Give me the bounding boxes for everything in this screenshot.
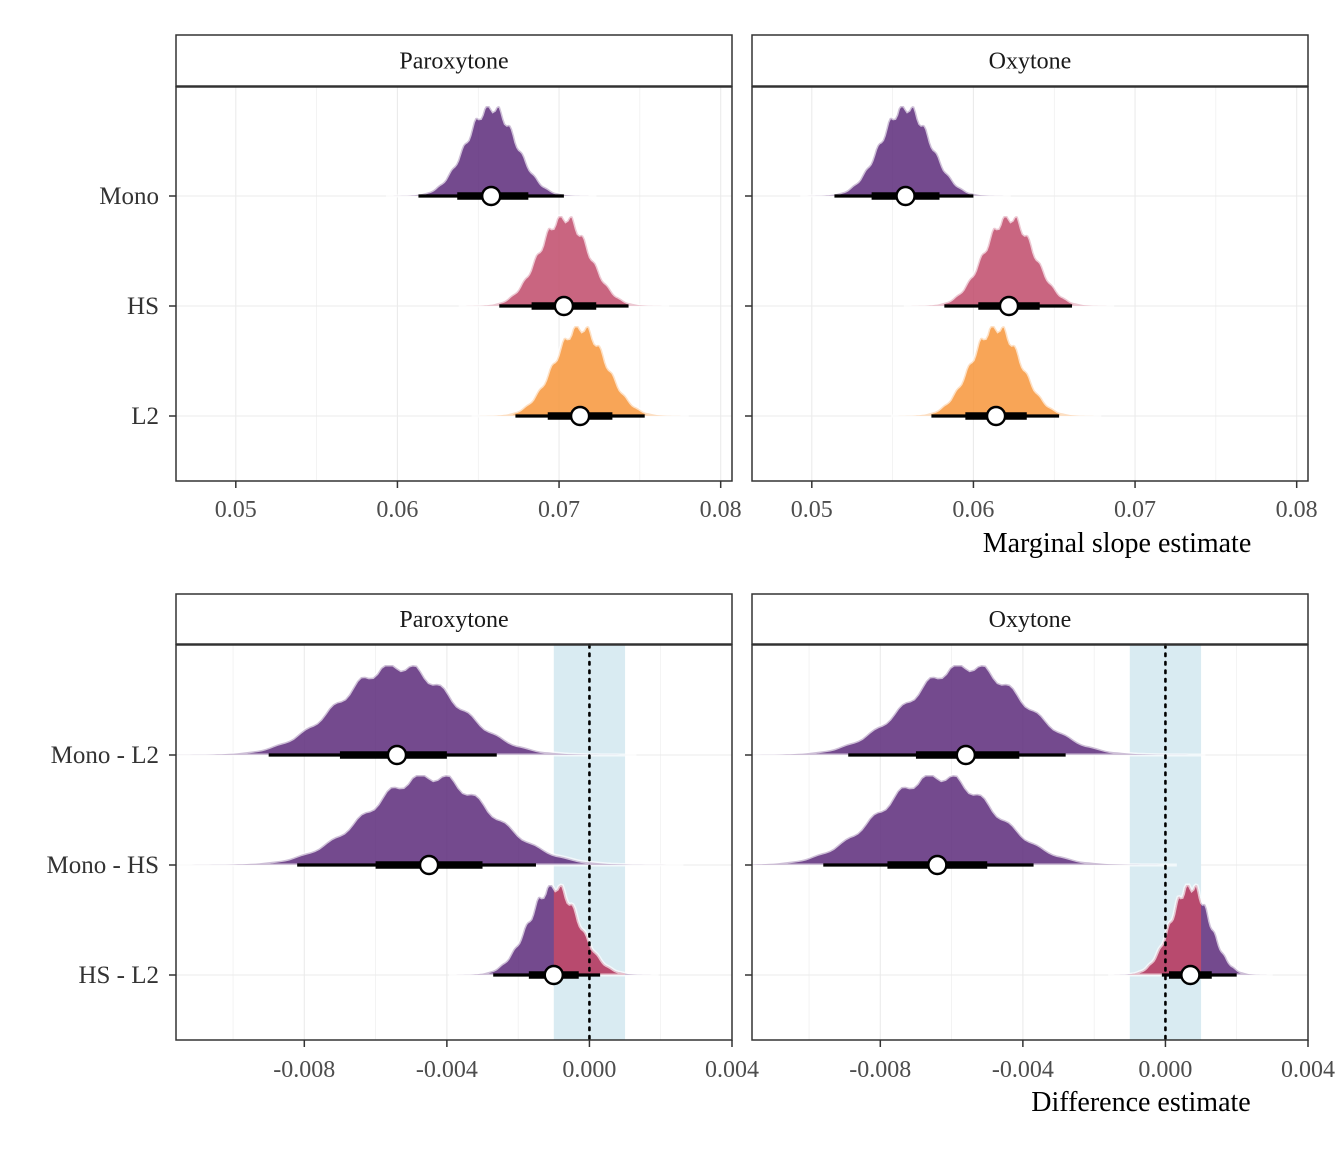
y-tick-label: HS: [127, 293, 159, 320]
median-point: [955, 744, 977, 766]
density-outline: [176, 663, 637, 757]
x-axis-title: Difference estimate: [1031, 1087, 1250, 1118]
density-l2: [471, 326, 689, 416]
density-mono: [800, 106, 1011, 196]
x-tick-label: 0.08: [700, 497, 742, 523]
median-point: [418, 854, 440, 876]
density-outline: [752, 773, 1177, 867]
x-tick-label: 0.000: [562, 1057, 616, 1083]
density-outline: [1108, 883, 1273, 977]
x-tick-label: -0.008: [849, 1057, 911, 1083]
x-tick-label: 0.000: [1138, 1057, 1192, 1083]
median-point: [543, 964, 564, 986]
panel-border: [175, 86, 733, 482]
panel-border: [751, 86, 1309, 482]
y-tick-label: HS - L2: [78, 962, 159, 989]
median-point: [927, 854, 948, 876]
density-outline: [471, 324, 689, 418]
x-tick-label: -0.008: [273, 1057, 335, 1083]
density-outline: [903, 214, 1115, 308]
median-point: [985, 405, 1007, 427]
density-outline: [458, 214, 670, 308]
density-mono-l2: [752, 665, 1206, 755]
series-mono-hs: [176, 773, 684, 876]
facet-strip: [175, 593, 733, 645]
panel-background: [176, 87, 732, 481]
y-tick-label: Mono - L2: [51, 742, 159, 769]
median-point: [895, 185, 916, 207]
median-point: [553, 295, 575, 317]
panel-border: [175, 644, 733, 1041]
density-hs: [458, 216, 670, 306]
panel-top-left: Paroxytone Mono HS L2 0.05 0.06 0.07 0.08: [99, 34, 742, 523]
density-mono: [385, 106, 597, 196]
density-mono-hs: [176, 775, 684, 865]
x-tick-label: -0.004: [416, 1057, 478, 1083]
plot-area: [800, 104, 1115, 427]
density-mono-hs: [752, 775, 1177, 865]
facet-strip: [175, 34, 733, 87]
median-point: [1180, 964, 1201, 986]
density-outline: [176, 773, 684, 867]
y-tick-label: L2: [131, 403, 159, 430]
facet-label: Paroxytone: [399, 607, 508, 633]
plot-area: [385, 104, 689, 427]
facet-label: Oxytone: [989, 607, 1072, 633]
y-tick-label: Mono: [99, 183, 159, 210]
density-outline: [752, 663, 1206, 757]
x-tick-label: 0.004: [705, 1057, 759, 1083]
series-hs: [903, 214, 1115, 317]
series-mono: [385, 104, 597, 207]
facet-label: Oxytone: [989, 49, 1072, 75]
panel-bottom-right: Oxytone -0.008 -0.004 0.000 0.004 Difference …: [745, 593, 1335, 1118]
x-tick-label: 0.06: [952, 497, 994, 523]
x-tick-label: 0.08: [1276, 497, 1318, 523]
panel-bottom-left: Paroxytone Mono - L2 Mono - HS HS - L2 -0.00…: [46, 593, 759, 1083]
series-hs: [458, 214, 670, 317]
series-mono-hs: [752, 773, 1177, 876]
x-tick-label: 0.004: [1281, 1057, 1335, 1083]
density-mono-l2: [176, 665, 637, 755]
panel-border: [751, 644, 1309, 1041]
density-outline: [449, 883, 659, 977]
median-point: [569, 405, 591, 427]
series-l2: [471, 324, 689, 427]
series-l2: [890, 324, 1102, 427]
x-tick-label: 0.07: [1114, 497, 1156, 523]
median-point: [480, 185, 502, 207]
x-tick-label: -0.004: [992, 1057, 1054, 1083]
facet-strip: [751, 593, 1309, 645]
facet-strip: [751, 34, 1309, 87]
y-tick-label: Mono - HS: [46, 852, 159, 879]
series-mono: [800, 104, 1011, 207]
density-outline: [890, 324, 1102, 418]
x-tick-label: 0.06: [376, 497, 418, 523]
x-tick-label: 0.05: [215, 497, 257, 523]
x-tick-label: 0.07: [538, 497, 580, 523]
density-hs: [903, 216, 1115, 306]
series-mono-l2: [176, 663, 637, 766]
x-tick-label: 0.05: [791, 497, 833, 523]
median-point: [998, 295, 1020, 317]
x-axis-title: Marginal slope estimate: [983, 528, 1252, 559]
density-l2: [890, 326, 1102, 416]
median-point: [386, 744, 408, 766]
panel-top-right: Oxytone 0.05 0.06 0.07 0.08 Marginal slope es…: [745, 34, 1318, 559]
series-mono-l2: [752, 663, 1206, 766]
facet-label: Paroxytone: [399, 49, 508, 75]
